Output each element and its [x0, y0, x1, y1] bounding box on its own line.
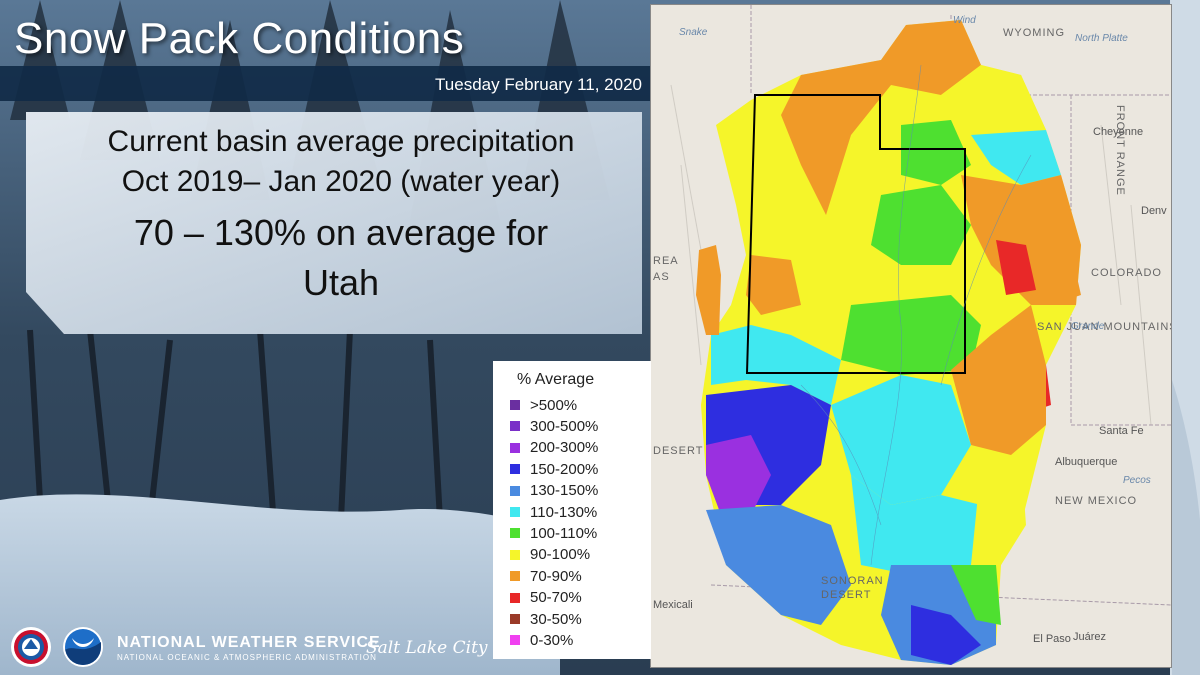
western-basin [696, 245, 721, 335]
footer: NATIONAL WEATHER SERVICE NATIONAL OCEANI… [10, 622, 490, 670]
legend-item: 130-150% [510, 481, 598, 501]
legend-item: 70-90% [510, 566, 582, 586]
nws-name: NATIONAL WEATHER SERVICE [117, 634, 381, 651]
label-pecos: Pecos [1123, 475, 1151, 486]
label-great-basin-2: AS [653, 271, 670, 283]
legend-label: 150-200% [530, 460, 599, 478]
legend-item: 300-500% [510, 416, 598, 436]
label-santa-fe: Santa Fe [1099, 425, 1144, 437]
legend-label: 200-300% [530, 439, 599, 457]
precipitation-map: WYOMING North Platte Snake Wind Cheyenne… [650, 4, 1172, 668]
legend-label: 300-500% [530, 417, 599, 435]
basin-precipitation-map [651, 5, 1171, 667]
legend-label: 0-30% [530, 631, 574, 649]
legend-label: >500% [530, 396, 578, 414]
label-snake: Snake [679, 27, 708, 38]
legend-swatch [510, 528, 520, 539]
legend-swatch [510, 571, 520, 582]
legend-swatch [510, 614, 520, 624]
legend-label: 90-100% [530, 546, 591, 564]
label-cheyenne: Cheyenne [1093, 126, 1144, 138]
summary-line-2: Oct 2019– Jan 2020 (water year) [121, 165, 561, 198]
label-north-platte: North Platte [1075, 33, 1128, 44]
noaa-name: NATIONAL OCEANIC & ATMOSPHERIC ADMINISTR… [117, 653, 377, 662]
label-san-juan: SAN JUAN MOUNTAINS [1037, 321, 1172, 333]
legend-swatch [510, 464, 520, 475]
page-title: Snow Pack Conditions [14, 14, 465, 63]
legend-item: 30-50% [510, 609, 582, 629]
legend-label: 130-150% [530, 482, 599, 500]
legend-label: 110-130% [530, 503, 598, 521]
legend-swatch [510, 442, 520, 453]
label-wind: Wind [953, 15, 976, 26]
summary-line-1: Current basin average precipitation [107, 125, 575, 158]
label-desert-west: DESERT [653, 445, 704, 457]
legend-title: % Average [517, 371, 595, 388]
nws-logo-icon [11, 627, 51, 667]
label-albuquerque: Albuquerque [1055, 456, 1118, 468]
legend-label: 70-90% [530, 567, 582, 585]
utah-outline [745, 94, 966, 374]
summary-panel: Current basin average precipitation Oct … [26, 112, 642, 334]
legend-item: 100-110% [510, 523, 597, 543]
noaa-logo-icon [63, 627, 103, 667]
label-denver: Denv [1141, 205, 1167, 217]
label-front-range: FRONT RANGE [1114, 105, 1126, 196]
legend-item: 110-130% [510, 502, 597, 522]
label-colorado: COLORADO [1091, 267, 1162, 279]
map-legend: % Average >500% 300-500% 200-300% 150-200% 1… [493, 361, 651, 659]
legend-swatch [510, 507, 520, 517]
summary-panel-shape [26, 112, 642, 334]
label-mexicali: Mexicali [653, 599, 693, 611]
legend-item: 200-300% [510, 438, 598, 458]
legend-item: 90-100% [510, 545, 590, 565]
legend-swatch [510, 485, 520, 496]
label-great-basin: REA [653, 255, 679, 267]
legend-swatch [510, 635, 520, 646]
summary-line-4: Utah [302, 262, 380, 303]
legend-item: 50-70% [510, 588, 582, 608]
legend-swatch [510, 421, 520, 432]
legend-label: 50-70% [530, 589, 582, 607]
date-label: Tuesday February 11, 2020 [435, 75, 642, 94]
summary-line-3: 70 – 130% on average for [133, 212, 549, 253]
legend-swatch [510, 549, 520, 560]
legend-item: 150-200% [510, 459, 598, 479]
label-sonoran: SONORAN [821, 575, 884, 587]
label-juarez: Juárez [1073, 631, 1107, 643]
label-desert-south: DESERT [821, 589, 872, 601]
label-el-paso: El Paso [1033, 633, 1071, 645]
label-wyoming: WYOMING [1003, 27, 1065, 39]
label-grande: Grande [1071, 321, 1105, 332]
date-bar: Tuesday February 11, 2020 [0, 66, 650, 101]
office-name: Salt Lake City [366, 638, 488, 658]
legend-swatch [510, 400, 520, 410]
legend-item: >500% [510, 395, 577, 415]
label-new-mexico: NEW MEXICO [1055, 495, 1138, 507]
legend-label: 100-110% [530, 524, 598, 542]
legend-item: 0-30% [510, 630, 573, 650]
basin-polygons [701, 20, 1081, 665]
legend-swatch [510, 592, 520, 603]
legend-label: 30-50% [530, 610, 582, 628]
